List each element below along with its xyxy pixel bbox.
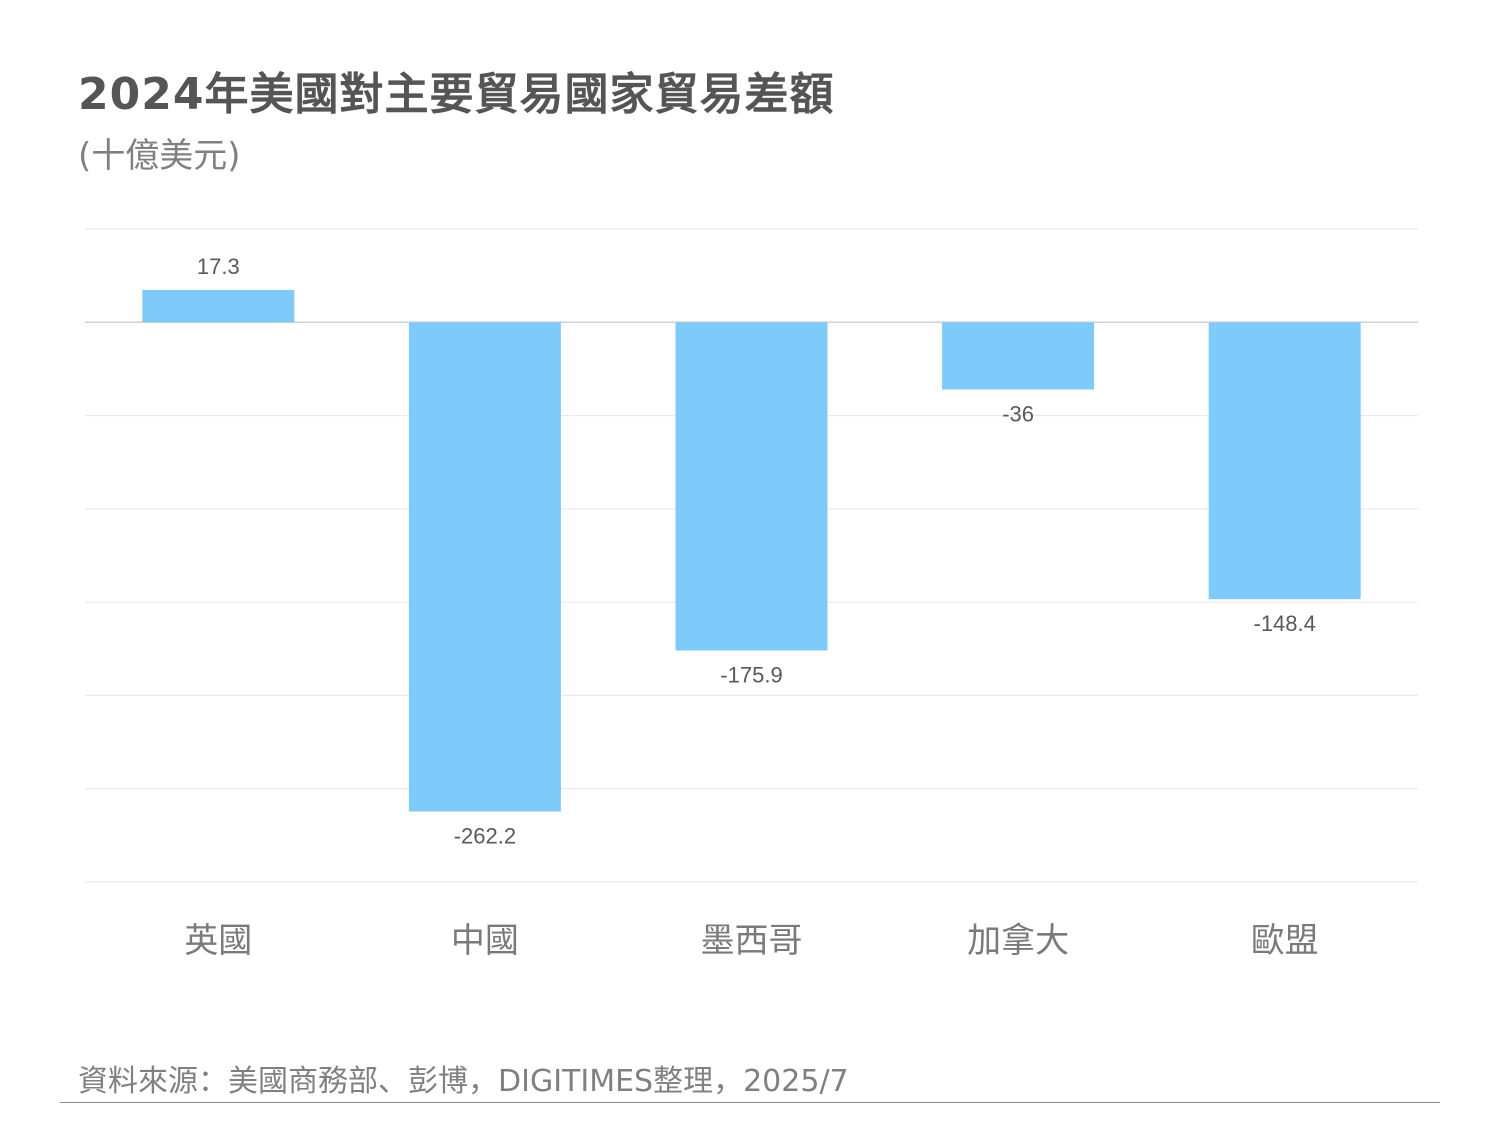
- data-label: 17.3: [197, 254, 240, 279]
- chart-title: 2024年美國對主要貿易國家貿易差額: [78, 69, 835, 120]
- data-label: -148.4: [1254, 611, 1316, 636]
- data-label: -175.9: [720, 662, 782, 687]
- bottom-divider: [60, 1102, 1440, 1103]
- category-tick-label: 英國: [184, 921, 252, 961]
- bar: [675, 322, 828, 651]
- category-tick-label: 加拿大: [967, 921, 1069, 961]
- category-tick-label: 歐盟: [1251, 921, 1319, 961]
- chart-unit-subtitle: (十億美元): [78, 136, 241, 176]
- category-tick-label: 墨西哥: [701, 921, 803, 961]
- data-label: -262.2: [454, 823, 516, 848]
- source-note: 資料來源：美國商務部、彭博，DIGITIMES整理，2025/7: [78, 1064, 849, 1099]
- data-label: -36: [1002, 401, 1034, 426]
- category-tick-label: 中國: [451, 921, 519, 961]
- bar: [142, 290, 295, 323]
- bar: [942, 322, 1095, 390]
- bar: [408, 322, 561, 812]
- bar: [1208, 322, 1361, 600]
